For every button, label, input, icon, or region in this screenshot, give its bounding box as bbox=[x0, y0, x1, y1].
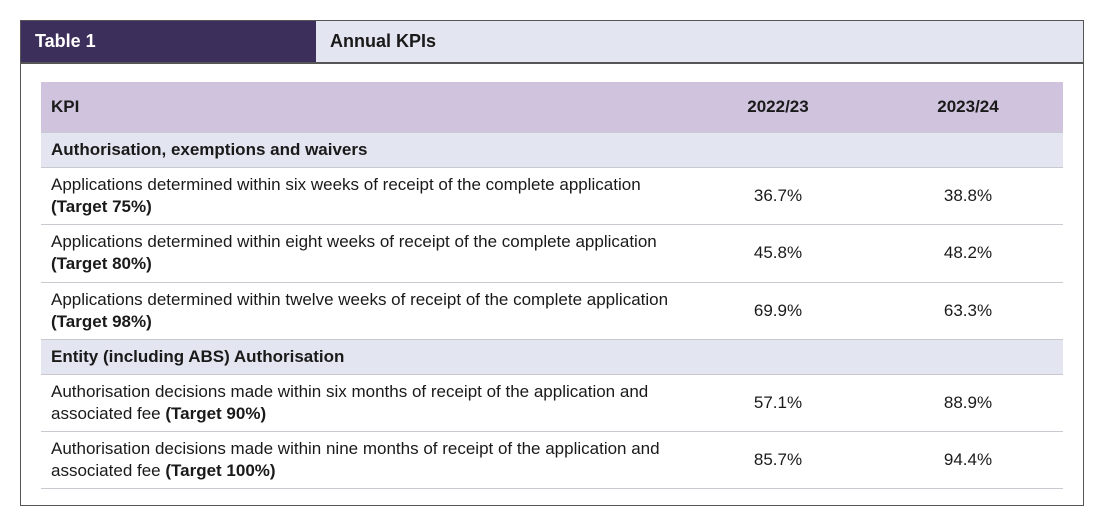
value-y1: 69.9% bbox=[683, 282, 873, 339]
kpi-text: Applications determined within twelve we… bbox=[51, 290, 668, 309]
value-y2: 88.9% bbox=[873, 374, 1063, 431]
kpi-table: KPI 2022/23 2023/24 Authorisation, exemp… bbox=[41, 82, 1063, 489]
kpi-text: Applications determined within six weeks… bbox=[51, 175, 641, 194]
table-row: Applications determined within eight wee… bbox=[41, 225, 1063, 282]
table-row: Authorisation decisions made within six … bbox=[41, 374, 1063, 431]
value-y2: 38.8% bbox=[873, 168, 1063, 225]
value-y2: 48.2% bbox=[873, 225, 1063, 282]
title-bar: Table 1 Annual KPIs bbox=[21, 21, 1083, 64]
section-heading: Authorisation, exemptions and waivers bbox=[41, 133, 683, 168]
kpi-target: (Target 100%) bbox=[165, 461, 275, 480]
kpi-text: Applications determined within eight wee… bbox=[51, 232, 657, 251]
section-heading-row: Authorisation, exemptions and waivers bbox=[41, 133, 1063, 168]
kpi-text: Authorisation decisions made within six … bbox=[51, 382, 648, 423]
table-header-row: KPI 2022/23 2023/24 bbox=[41, 82, 1063, 133]
section-blank bbox=[873, 133, 1063, 168]
kpi-target: (Target 75%) bbox=[51, 197, 152, 216]
section-heading: Entity (including ABS) Authorisation bbox=[41, 339, 683, 374]
table-inner: KPI 2022/23 2023/24 Authorisation, exemp… bbox=[21, 64, 1083, 505]
col-year-2: 2023/24 bbox=[873, 82, 1063, 133]
kpi-cell: Applications determined within six weeks… bbox=[41, 168, 683, 225]
col-kpi: KPI bbox=[41, 82, 683, 133]
kpi-text: Authorisation decisions made within nine… bbox=[51, 439, 660, 480]
kpi-target: (Target 80%) bbox=[51, 254, 152, 273]
title-right: Annual KPIs bbox=[316, 21, 1083, 62]
kpi-target: (Target 90%) bbox=[165, 404, 266, 423]
kpi-target: (Target 98%) bbox=[51, 312, 152, 331]
value-y2: 63.3% bbox=[873, 282, 1063, 339]
section-blank bbox=[873, 339, 1063, 374]
col-year-1: 2022/23 bbox=[683, 82, 873, 133]
section-blank bbox=[683, 133, 873, 168]
table-row: Applications determined within six weeks… bbox=[41, 168, 1063, 225]
table-body: Authorisation, exemptions and waivers Ap… bbox=[41, 133, 1063, 489]
kpi-cell: Applications determined within eight wee… bbox=[41, 225, 683, 282]
value-y1: 57.1% bbox=[683, 374, 873, 431]
table-container: Table 1 Annual KPIs KPI 2022/23 2023/24 … bbox=[20, 20, 1084, 506]
value-y2: 94.4% bbox=[873, 432, 1063, 489]
table-row: Authorisation decisions made within nine… bbox=[41, 432, 1063, 489]
value-y1: 45.8% bbox=[683, 225, 873, 282]
table-row: Applications determined within twelve we… bbox=[41, 282, 1063, 339]
title-left: Table 1 bbox=[21, 21, 316, 62]
kpi-cell: Authorisation decisions made within nine… bbox=[41, 432, 683, 489]
value-y1: 36.7% bbox=[683, 168, 873, 225]
value-y1: 85.7% bbox=[683, 432, 873, 489]
kpi-cell: Applications determined within twelve we… bbox=[41, 282, 683, 339]
kpi-cell: Authorisation decisions made within six … bbox=[41, 374, 683, 431]
section-heading-row: Entity (including ABS) Authorisation bbox=[41, 339, 1063, 374]
section-blank bbox=[683, 339, 873, 374]
